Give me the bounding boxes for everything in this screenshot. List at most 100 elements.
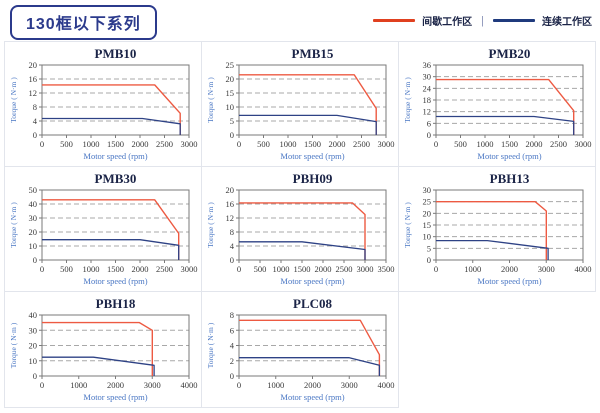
x-tick-label: 2000 bbox=[304, 380, 321, 390]
chart-pmb30: 0 500 1000 1500 2000 2500 3000 0 10 20 30 40 50 PMB30… bbox=[9, 171, 198, 286]
chart-pmb15: 0 500 1000 1500 2000 2500 3000 0 5 10 15 20 25 PMB15 M… bbox=[206, 46, 395, 161]
y-tick-label: 20 bbox=[29, 60, 38, 70]
x-tick-label: 1500 bbox=[107, 264, 124, 274]
x-tick-label: 500 bbox=[454, 139, 467, 149]
intermittent-zone-line-icon bbox=[373, 19, 416, 22]
chart-plc08: 0 1000 2000 3000 4000 0 2 4 6 8 PLC08 Motor speed (… bbox=[206, 296, 395, 402]
continuous-zone-curve bbox=[436, 115, 575, 135]
y-tick-label: 5 bbox=[230, 116, 234, 126]
y-tick-label: 0 bbox=[33, 371, 37, 381]
y-tick-label: 0 bbox=[33, 130, 37, 140]
x-tick-label: 0 bbox=[40, 139, 44, 149]
y-tick-label: 10 bbox=[29, 241, 38, 251]
continuous-zone-curve bbox=[239, 357, 381, 376]
x-tick-label: 0 bbox=[40, 380, 44, 390]
y-tick-label: 25 bbox=[423, 197, 432, 207]
x-axis-label: Motor speed (rpm) bbox=[280, 392, 344, 402]
x-axis-label: Motor speed (rpm) bbox=[477, 276, 541, 286]
chart-cell-pmb20: 0 500 1000 1500 2000 2500 3000 0 6 12 18 24 30 36 PMB2… bbox=[398, 41, 596, 167]
chart-cell-pmb10: 0 500 1000 1500 2000 2500 3000 0 4 8 12 16 20 PMB10 Mo… bbox=[4, 41, 202, 167]
y-tick-label: 10 bbox=[226, 102, 235, 112]
x-tick-label: 1000 bbox=[273, 264, 290, 274]
chart-pbh09: 0 500 1000 1500 2000 2500 3000 3500 0 4 8 12 16 20 PBH… bbox=[206, 171, 395, 286]
y-tick-label: 0 bbox=[230, 255, 234, 265]
x-axis-label: Motor speed (rpm) bbox=[280, 151, 344, 161]
plot-border bbox=[41, 64, 190, 136]
chart-pbh18: 0 1000 2000 3000 4000 0 10 20 30 40 PBH18 Motor spe… bbox=[9, 296, 198, 402]
y-tick-label: 20 bbox=[29, 227, 38, 237]
y-tick-label: 40 bbox=[29, 199, 38, 209]
x-tick-label: 0 bbox=[237, 264, 241, 274]
x-tick-label: 500 bbox=[254, 264, 267, 274]
chart-cell-pbh18: 0 1000 2000 3000 4000 0 10 20 30 40 PBH18 Motor spe… bbox=[4, 291, 202, 408]
x-tick-label: 2000 bbox=[329, 139, 346, 149]
x-tick-label: 0 bbox=[40, 264, 44, 274]
x-tick-label: 2500 bbox=[156, 139, 173, 149]
y-tick-label: 20 bbox=[423, 208, 432, 218]
x-tick-label: 3500 bbox=[378, 264, 395, 274]
y-tick-label: 20 bbox=[226, 185, 235, 195]
x-tick-label: 4000 bbox=[575, 264, 592, 274]
intermittent-zone-curve bbox=[239, 319, 381, 376]
y-tick-label: 40 bbox=[29, 310, 38, 320]
y-axis-label: Torque ( N·m ) bbox=[206, 322, 215, 368]
y-tick-label: 30 bbox=[423, 72, 432, 82]
continuous-zone-label: 连续工作区 bbox=[542, 17, 592, 28]
y-tick-label: 18 bbox=[423, 95, 432, 105]
x-tick-label: 3000 bbox=[538, 264, 555, 274]
chart-title: PMB10 bbox=[95, 46, 137, 61]
x-tick-label: 3000 bbox=[144, 380, 161, 390]
y-tick-label: 0 bbox=[427, 255, 431, 265]
y-tick-label: 25 bbox=[226, 60, 235, 70]
y-tick-label: 10 bbox=[29, 356, 38, 366]
y-tick-label: 4 bbox=[230, 241, 235, 251]
chart-title: PBH18 bbox=[96, 296, 136, 311]
page-title: 130框以下系列 bbox=[10, 5, 157, 40]
chart-cell-pbh13: 0 1000 2000 3000 4000 0 5 10 15 20 25 30 PBH13 Motor … bbox=[398, 166, 596, 292]
x-tick-label: 1000 bbox=[464, 264, 481, 274]
x-tick-label: 500 bbox=[60, 139, 73, 149]
continuous-zone-curve bbox=[42, 356, 155, 376]
chart-cell-plc08: 0 1000 2000 3000 4000 0 2 4 6 8 PLC08 Motor speed (… bbox=[201, 291, 399, 408]
x-tick-label: 2000 bbox=[526, 139, 543, 149]
y-tick-label: 8 bbox=[230, 227, 234, 237]
x-tick-label: 500 bbox=[257, 139, 270, 149]
x-tick-label: 2500 bbox=[550, 139, 567, 149]
y-axis-label: Torque ( N·m ) bbox=[9, 202, 18, 248]
y-tick-label: 24 bbox=[423, 83, 432, 93]
plot-border bbox=[238, 189, 387, 261]
x-tick-label: 2000 bbox=[107, 380, 124, 390]
y-tick-label: 8 bbox=[230, 310, 234, 320]
y-tick-label: 0 bbox=[33, 255, 37, 265]
intermittent-zone-curve bbox=[436, 201, 548, 260]
x-axis-label: Motor speed (rpm) bbox=[83, 151, 147, 161]
chart-cell-pmb30: 0 500 1000 1500 2000 2500 3000 0 10 20 30 40 50 PMB30… bbox=[4, 166, 202, 292]
continuous-zone-curve bbox=[239, 114, 377, 135]
x-tick-label: 1000 bbox=[280, 139, 297, 149]
x-axis-label: Motor speed (rpm) bbox=[83, 392, 147, 402]
x-tick-label: 1000 bbox=[70, 380, 87, 390]
chart-title: PMB30 bbox=[95, 171, 137, 186]
continuous-zone-line-icon bbox=[493, 19, 535, 22]
x-tick-label: 2000 bbox=[132, 139, 149, 149]
x-tick-label: 3000 bbox=[378, 139, 395, 149]
chart-cell-pmb15: 0 500 1000 1500 2000 2500 3000 0 5 10 15 20 25 PMB15 M… bbox=[201, 41, 399, 167]
x-tick-label: 2000 bbox=[132, 264, 149, 274]
y-tick-label: 30 bbox=[29, 213, 38, 223]
continuous-zone-curve bbox=[239, 241, 366, 260]
y-tick-label: 0 bbox=[230, 130, 234, 140]
chart-title: PBH09 bbox=[293, 171, 333, 186]
chart-title: PBH13 bbox=[490, 171, 530, 186]
x-tick-label: 500 bbox=[60, 264, 73, 274]
y-tick-label: 30 bbox=[423, 185, 432, 195]
x-tick-label: 1500 bbox=[294, 264, 311, 274]
y-tick-label: 10 bbox=[423, 232, 432, 242]
x-tick-label: 1000 bbox=[477, 139, 494, 149]
y-tick-label: 30 bbox=[29, 325, 38, 335]
y-tick-label: 50 bbox=[29, 185, 38, 195]
y-tick-label: 6 bbox=[427, 118, 431, 128]
y-axis-label: Torque ( N·m ) bbox=[403, 202, 412, 248]
y-tick-label: 15 bbox=[226, 88, 235, 98]
intermittent-zone-curve bbox=[239, 74, 377, 135]
